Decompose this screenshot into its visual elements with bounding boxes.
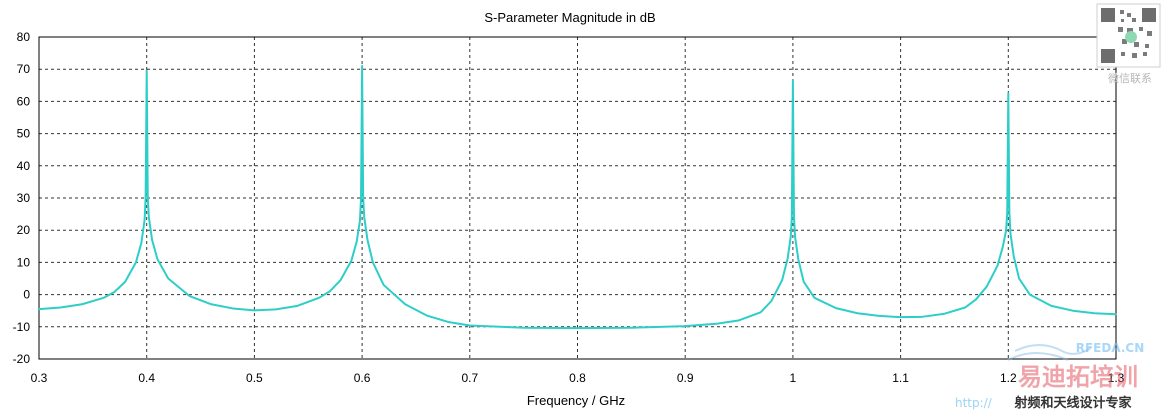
x-axis-ticks: 0.3 0.4 0.5 0.6 0.7 0.8 0.9 1 1.1 1.2 1.3 [31,371,1125,385]
y-tick-label: 70 [17,62,31,76]
x-tick-label: 0.7 [461,371,478,385]
x-tick-label: 1 [790,371,797,385]
x-tick-label: 1.2 [1000,371,1017,385]
x-tick-label: 0.6 [354,371,371,385]
x-tick-label: 0.3 [31,371,48,385]
series-layer [38,64,1117,330]
y-tick-label: 10 [17,255,31,269]
watermark-wave-logo [1007,344,1092,361]
watermark-slogan: 射频和天线设计专家 [1013,395,1132,411]
y-tick-label: 50 [17,127,31,141]
watermark-url-fragment: http:// [955,396,993,410]
y-tick-label: 0 [23,288,30,302]
x-axis-label: Frequency / GHz [527,393,625,408]
y-tick-label: 60 [17,94,31,108]
watermark: 微信联系 RFEDA.CN 易迪拓培训 http:// 射频和天线设计专家 [955,3,1161,411]
x-tick-label: 1.1 [892,371,909,385]
x-tick-label: 0.8 [569,371,586,385]
qr-code-icon [1096,3,1161,68]
x-tick-label: 1.3 [1108,371,1125,385]
x-tick-label: 0.4 [138,371,155,385]
y-tick-label: 80 [17,30,31,44]
watermark-site-text: RFEDA.CN [1076,341,1145,355]
y-tick-label: -20 [13,352,31,366]
watermark-brand-cn: 易迪拓培训 [1018,363,1138,391]
y-tick-label: -10 [13,320,31,334]
series-line-1 [38,64,1117,330]
y-axis-ticks: -20 -10 0 10 20 30 40 50 60 70 80 [13,30,31,366]
x-tick-label: 0.5 [246,371,263,385]
x-tick-label: 0.9 [677,371,694,385]
y-tick-label: 30 [17,191,31,205]
y-tick-label: 40 [17,159,31,173]
chart-title: S-Parameter Magnitude in dB [484,10,655,25]
watermark-contact-label: 微信联系 [1108,71,1152,85]
y-tick-label: 20 [17,223,31,237]
